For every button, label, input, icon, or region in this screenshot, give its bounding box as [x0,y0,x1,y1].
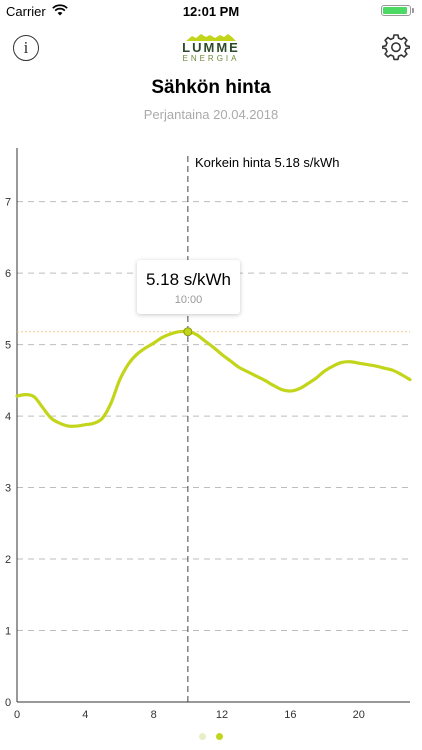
clock: 12:01 PM [182,4,240,19]
y-tick-label: 4 [5,411,11,423]
x-tick-label: 16 [284,709,296,721]
y-tick-label: 1 [5,626,11,638]
page-title: Sähkön hinta [151,77,271,98]
page-dot-2[interactable] [216,733,224,740]
wifi-icon [52,4,68,19]
price-tooltip: 5.18 s/kWh 10:00 [137,260,240,314]
settings-button[interactable] [381,33,411,61]
max-price-annotation: Korkein hinta 5.18 s/kWh [195,155,340,170]
x-tick-label: 0 [14,709,20,721]
y-tick-label: 7 [5,197,11,209]
page-indicator[interactable] [0,727,422,745]
status-bar: Carrier 12:01 PM [0,0,422,22]
logo-mark-icon [186,34,236,41]
x-tick-label: 4 [82,709,88,721]
page-dot-1[interactable] [198,733,206,740]
gear-icon [381,34,411,61]
logo-subtitle: ENERGIA [182,54,240,63]
nav-bar: i LUMME ENERGIA [0,30,422,66]
x-tick-label: 12 [216,709,228,721]
logo: LUMME ENERGIA [0,32,422,63]
page-date: Perjantaina 20.04.2018 [143,107,279,122]
logo-title: LUMME [182,40,240,55]
carrier-label: Carrier [6,4,46,19]
y-tick-label: 6 [5,268,11,280]
info-circle-icon: i [23,38,29,57]
price-line [15,329,412,428]
highlight-point [183,327,193,337]
y-tick-label: 0 [5,697,11,709]
battery-icon [381,5,416,17]
y-tick-label: 2 [5,554,11,566]
tooltip-time: 10:00 [174,294,203,306]
y-tick-label: 5 [5,340,11,352]
y-tick-label: 3 [5,483,11,495]
tooltip-value: 5.18 s/kWh [145,270,232,289]
info-button[interactable]: i [13,35,39,61]
x-tick-label: 20 [353,709,365,721]
x-tick-label: 8 [151,709,157,721]
